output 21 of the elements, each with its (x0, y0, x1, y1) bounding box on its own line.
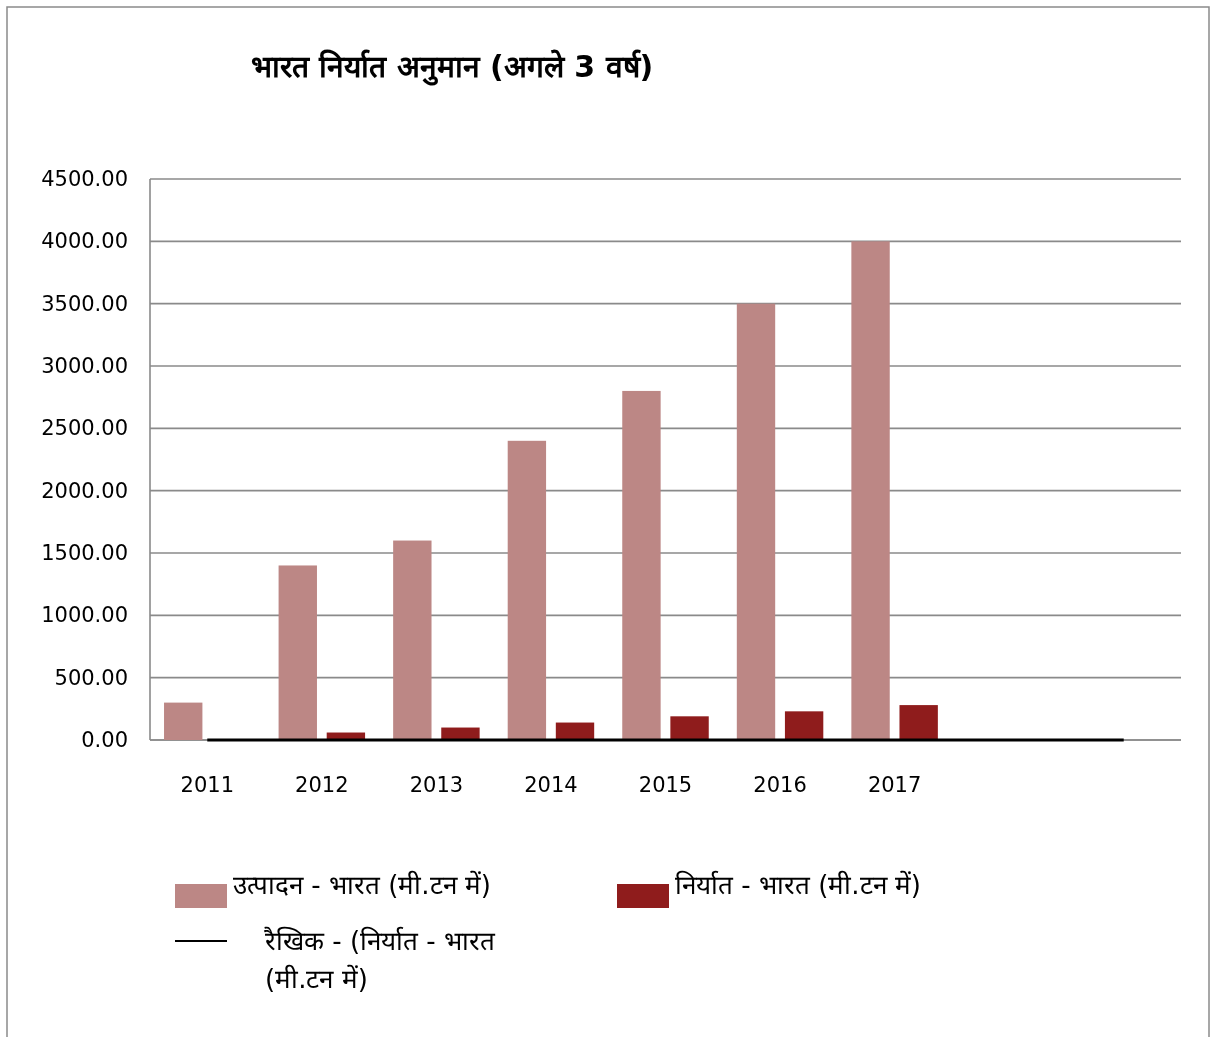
xtick-label: 2015 (638, 773, 693, 797)
ytick-label: 500.00 (54, 665, 128, 690)
ytick-label: 3500.00 (41, 291, 128, 316)
ytick-label: 0.00 (81, 728, 128, 752)
title: भारत निर्यात अनुमान (अगले 3 वर्ष) (250, 49, 654, 84)
ytick-label: 2500.00 (41, 416, 128, 441)
xtick-label: 2011 (180, 773, 234, 797)
ytick-label: 4500.00 (41, 167, 128, 191)
ytick-label: 4000.00 (41, 229, 128, 254)
legend-label: निर्यात - भारत (मी.टन में) (675, 869, 921, 902)
xtick-label: 2014 (524, 773, 578, 797)
legend-label: उत्पादन - भारत (मी.टन में) (233, 869, 491, 902)
xtick-label: 2016 (753, 773, 807, 797)
legend-label: रैखिक - (निर्यात - भारत (मी.टन में) (265, 925, 497, 996)
ytick-label: 1000.00 (41, 603, 128, 628)
xtick-label: 2013 (409, 773, 464, 797)
ytick-label: 2000.00 (41, 478, 128, 503)
xtick-label: 2017 (867, 773, 922, 797)
ytick-label: 1500.00 (41, 541, 128, 565)
ytick-label: 3000.00 (41, 354, 128, 378)
xtick-label: 2012 (295, 773, 349, 797)
